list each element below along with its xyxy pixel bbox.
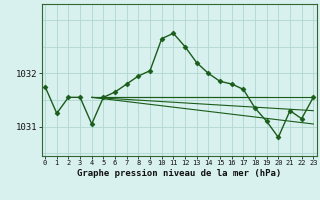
X-axis label: Graphe pression niveau de la mer (hPa): Graphe pression niveau de la mer (hPa) — [77, 169, 281, 178]
